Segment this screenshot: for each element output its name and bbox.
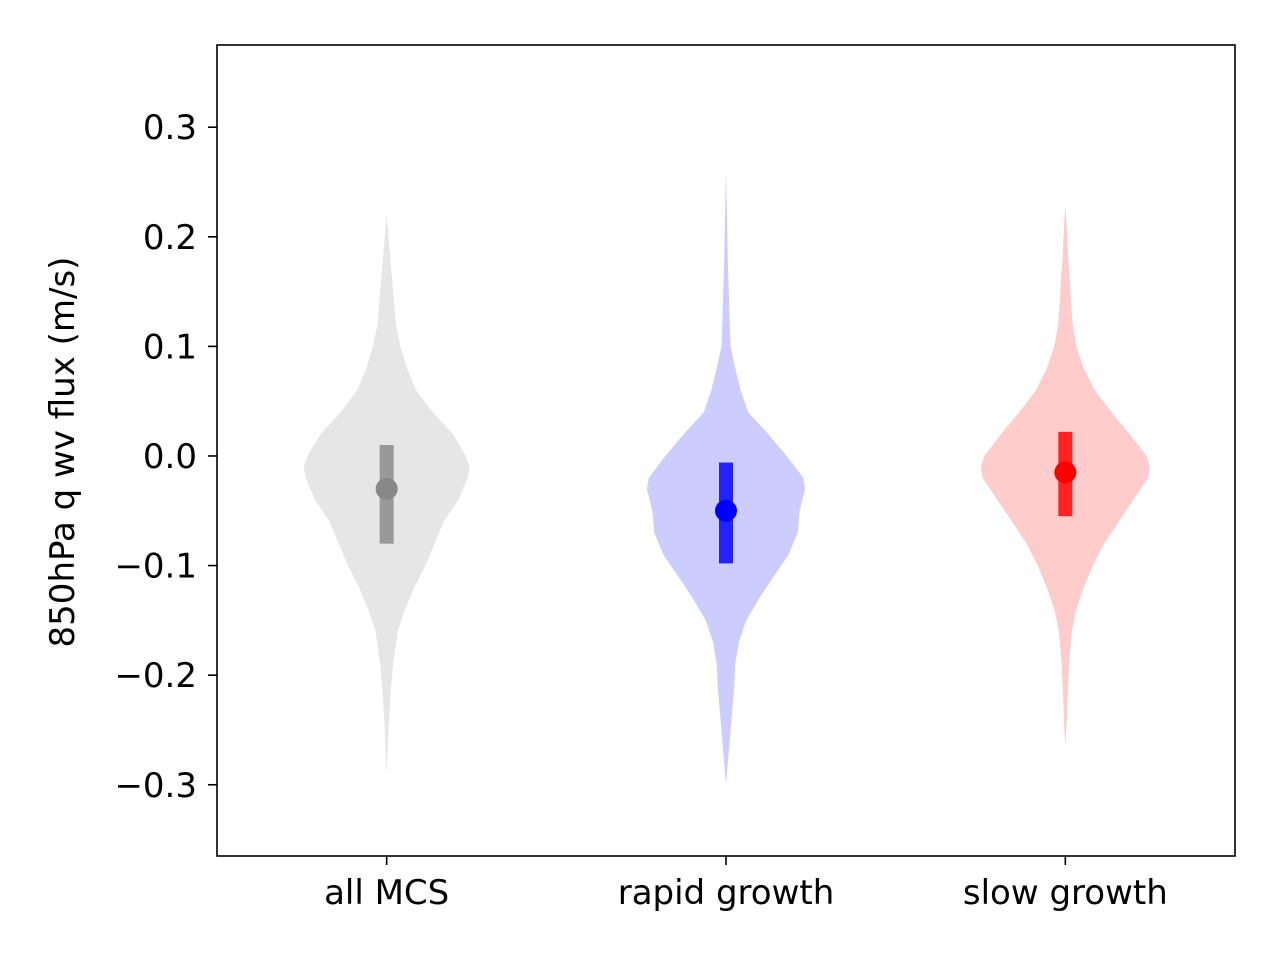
y-tick-label: −0.3 (114, 766, 197, 806)
y-tick-label: 0.2 (143, 218, 197, 258)
median-marker (375, 477, 398, 500)
y-tick-label: 0.1 (143, 327, 197, 367)
median-marker (1054, 461, 1077, 484)
x-tick-label: rapid growth (618, 873, 835, 913)
iqr-layer (375, 431, 1077, 564)
y-tick-label: 0.0 (143, 437, 197, 477)
x-axis: all MCS rapid growth slow growth (324, 856, 1168, 913)
x-tick-label: all MCS (324, 873, 449, 913)
y-tick-label: −0.2 (114, 656, 197, 696)
y-tick-label: −0.1 (114, 547, 197, 587)
median-marker (715, 499, 737, 522)
y-axis-label: 850hPa q wv flux (m/s) (43, 257, 83, 648)
y-axis: −0.3 −0.2 −0.1 0.0 0.1 0.2 0.3 (114, 108, 217, 806)
y-tick-label: 0.3 (143, 108, 197, 148)
x-tick-label: slow growth (963, 873, 1168, 913)
